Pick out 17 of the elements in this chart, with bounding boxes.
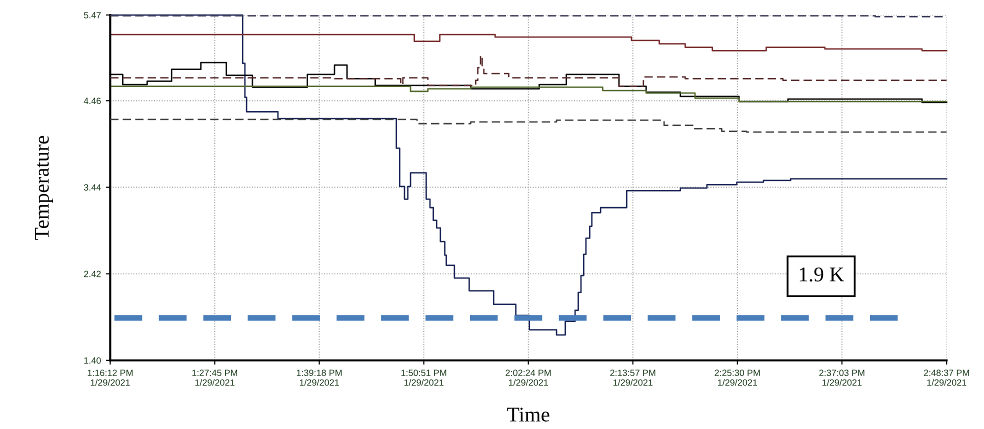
x-tick-label: 2:37:03 PM 1/29/2021	[819, 370, 864, 386]
x-tick-label: 1:39:18 PM 1/29/2021	[296, 370, 342, 386]
y-tick-label: 3.44	[84, 184, 101, 191]
y-tick-label: 5.47	[84, 12, 101, 18]
x-tick-label: 2:13:57 PM 1/29/2021	[610, 370, 656, 386]
x-tick-label: 2:25:30 PM 1/29/2021	[714, 370, 760, 386]
ref-line-label: 1.9 K	[800, 267, 844, 282]
x-axis-title: Time	[507, 408, 550, 422]
x-tick-label: 1:27:45 PM 1/29/2021	[192, 370, 238, 386]
y-tick-label: 4.46	[84, 98, 101, 104]
x-tick-label: 2:02:24 PM 1/29/2021	[506, 370, 551, 386]
y-tick-label: 2.42	[84, 270, 101, 278]
x-tick-label: 2:48:37 PM 1/29/2021	[924, 370, 969, 386]
x-tick-label: 1:50:51 PM 1/29/2021	[401, 370, 446, 386]
y-tick-label: 1.40	[84, 357, 101, 364]
x-tick-label: 1:16:12 PM 1/29/2021	[88, 370, 133, 386]
y-axis-title: Temperature	[34, 136, 54, 240]
